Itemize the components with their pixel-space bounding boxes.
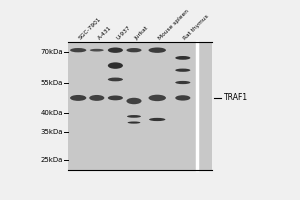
Ellipse shape [108,62,123,69]
Text: A-431: A-431 [97,25,112,41]
Text: 35kDa: 35kDa [40,129,63,135]
Ellipse shape [70,48,86,52]
Ellipse shape [175,95,190,101]
Ellipse shape [149,118,165,121]
Ellipse shape [90,49,104,52]
Text: 55kDa: 55kDa [41,80,63,86]
Ellipse shape [128,121,140,124]
Text: Jurkat: Jurkat [134,25,149,41]
Ellipse shape [108,78,123,81]
Text: SGC-7901: SGC-7901 [78,17,103,41]
Ellipse shape [70,95,86,101]
Ellipse shape [127,115,141,118]
Ellipse shape [175,69,190,72]
Ellipse shape [148,47,166,53]
Ellipse shape [175,81,190,84]
Ellipse shape [175,56,190,60]
Text: TRAF1: TRAF1 [224,93,248,102]
Text: Rat thymus: Rat thymus [183,14,210,41]
Text: U-937: U-937 [116,25,131,41]
Ellipse shape [126,48,142,52]
Ellipse shape [148,95,166,101]
Text: Mouse spleen: Mouse spleen [157,9,190,41]
Text: 25kDa: 25kDa [41,157,63,163]
Ellipse shape [126,98,142,104]
Ellipse shape [108,47,123,53]
Text: 70kDa: 70kDa [40,49,63,55]
Ellipse shape [108,95,123,100]
Text: 40kDa: 40kDa [40,110,63,116]
FancyBboxPatch shape [68,42,212,170]
Ellipse shape [89,95,104,101]
